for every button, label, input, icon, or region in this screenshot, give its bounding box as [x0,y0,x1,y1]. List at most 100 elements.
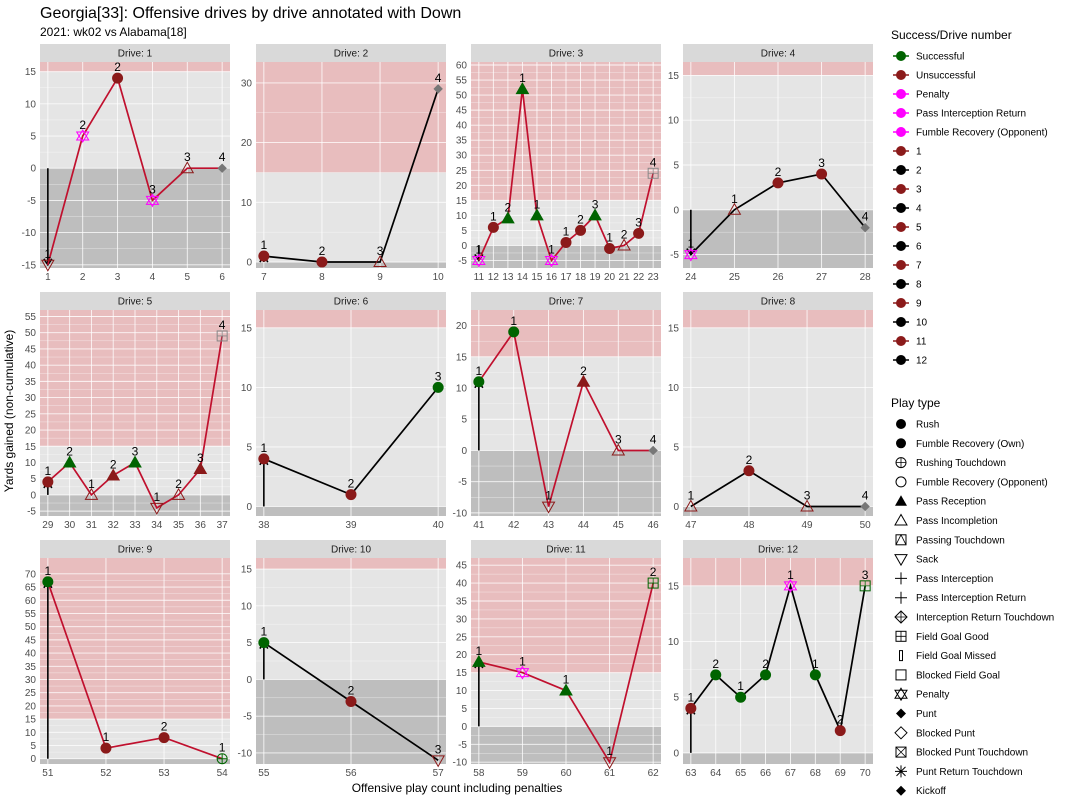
y-tick-label: 25 [25,409,37,420]
play-point-rush [735,691,747,703]
legend-shape-label: Pass Interception [916,574,993,585]
legend-color-item: Unsuccessful [893,70,975,82]
legend-shape-label: Pass Incompletion [916,516,998,527]
facet-strip [40,540,230,558]
down-label: 1 [490,209,497,223]
facet-strip-label: Drive: 4 [761,49,796,60]
drive-line [690,469,866,508]
legend-shape-item: Pass Interception Return [895,591,1026,604]
x-tick-label: 17 [560,272,572,283]
play-point-rush [316,256,328,268]
play-point-rush [345,489,357,501]
down-label: 1 [731,192,738,206]
legend-shape-item: Blocked Field Goal [895,669,1000,681]
down-label: 3 [862,568,869,582]
y-tick-label: 35 [456,596,468,607]
play-point-pass-reception [530,208,544,221]
x-tick-label: 55 [258,768,270,779]
play-point-rush [772,177,784,189]
square-x-icon [895,746,907,758]
legend-key-circle-icon [896,260,906,270]
legend-key-circle-icon [896,89,906,99]
down-label: 2 [762,657,769,671]
down-label: 2 [110,457,117,471]
legend-color-item: 9 [893,298,922,310]
legend-shape-label: Fumble Recovery (Own) [916,439,1024,450]
legend-shape-label: Field Goal Missed [916,651,996,662]
y-tick-label: 10 [241,383,253,394]
x-tick-label: 30 [64,520,76,531]
y-tick-label: 10 [241,601,253,612]
play-point-sack [541,501,556,514]
y-tick-label: -5 [458,256,467,267]
down-label: 1 [261,625,268,639]
star-of-david-icon [894,687,908,699]
legend-shape-items: Rush Fumble Recovery (Own) Rushing Touchdo… [894,419,1054,797]
legend-shape-item: Rush [896,419,939,431]
legend-key-circle-icon [896,298,906,308]
down-label: 1 [476,644,483,658]
play-point-rush [473,376,485,388]
legend-color-item: 6 [893,241,922,253]
play-point-penalty [145,193,160,208]
down-label: 2 [746,453,753,467]
legend-shape-item: Pass Incompletion [894,513,998,527]
legend-key-circle-icon [896,108,906,118]
legend-color-item: 11 [893,336,927,348]
x-tick-label: 34 [151,520,163,531]
down-label: 1 [688,237,695,251]
facet-strip [40,292,230,310]
x-tick-label: 4 [150,272,156,283]
play-point-pass-incompletion [727,202,742,215]
panel-drive-8: Drive: 8 0 5 10 15 47 48 49 50 1 2 3 4 [668,292,873,531]
legend-color-label: Successful [916,52,964,63]
legend-color-label: 9 [916,299,922,310]
x-tick-label: 21 [619,272,631,283]
negative-yards-band [256,262,446,268]
legend-key-circle-icon [896,241,906,251]
down-label: 1 [534,197,541,211]
legend-shape-label: Blocked Field Goal [916,670,1000,681]
down-label: 1 [476,242,483,256]
facet-strip-label: Drive: 12 [758,545,798,556]
y-tick-label: 10 [25,99,37,110]
x-tick-label: 11 [474,272,485,283]
play-point-pass-incompletion [180,161,195,174]
y-tick-label: 0 [246,502,252,513]
down-label: 1 [510,314,517,328]
x-tick-label: 13 [502,272,514,283]
y-tick-label: 10 [456,686,468,697]
asterisk-icon [895,765,907,778]
y-tick-label: -5 [27,507,36,518]
down-label: 1 [737,679,744,693]
y-tick-label: -10 [453,508,468,519]
legend-key-circle-icon [896,279,906,289]
y-tick-label: 20 [456,181,468,192]
y-tick-label: 0 [30,754,36,765]
facet-strip [683,44,873,62]
down-label: 2 [161,720,168,734]
x-tick-label: 16 [546,272,558,283]
y-tick-label: 5 [461,415,467,426]
play-point-rush [710,669,722,681]
legend-color-label: 11 [916,337,927,348]
plus-icon [895,572,907,585]
play-point-field-goal-missed [216,330,228,342]
down-triangle-icon [894,554,908,567]
legend-shape-label: Kickoff [916,786,946,797]
down-label: 1 [261,441,268,455]
play-point-rush [258,637,270,649]
play-point-rush [816,168,828,180]
y-tick-label: 0 [673,502,679,513]
down-label: 2 [712,657,719,671]
y-tick-label: 15 [456,668,468,679]
x-tick-label: 3 [115,272,121,283]
filled-triangle-icon [895,495,907,506]
x-tick-label: 15 [531,272,543,283]
play-point-rush [760,669,772,681]
y-tick-label: 25 [456,166,468,177]
panel-drive-7: Drive: 7 -10 -5 0 5 10 15 20 41 42 43 44 45 46 1 1 1 2 3 4 [453,292,661,531]
legend-shape-label: Pass Reception [916,497,986,508]
